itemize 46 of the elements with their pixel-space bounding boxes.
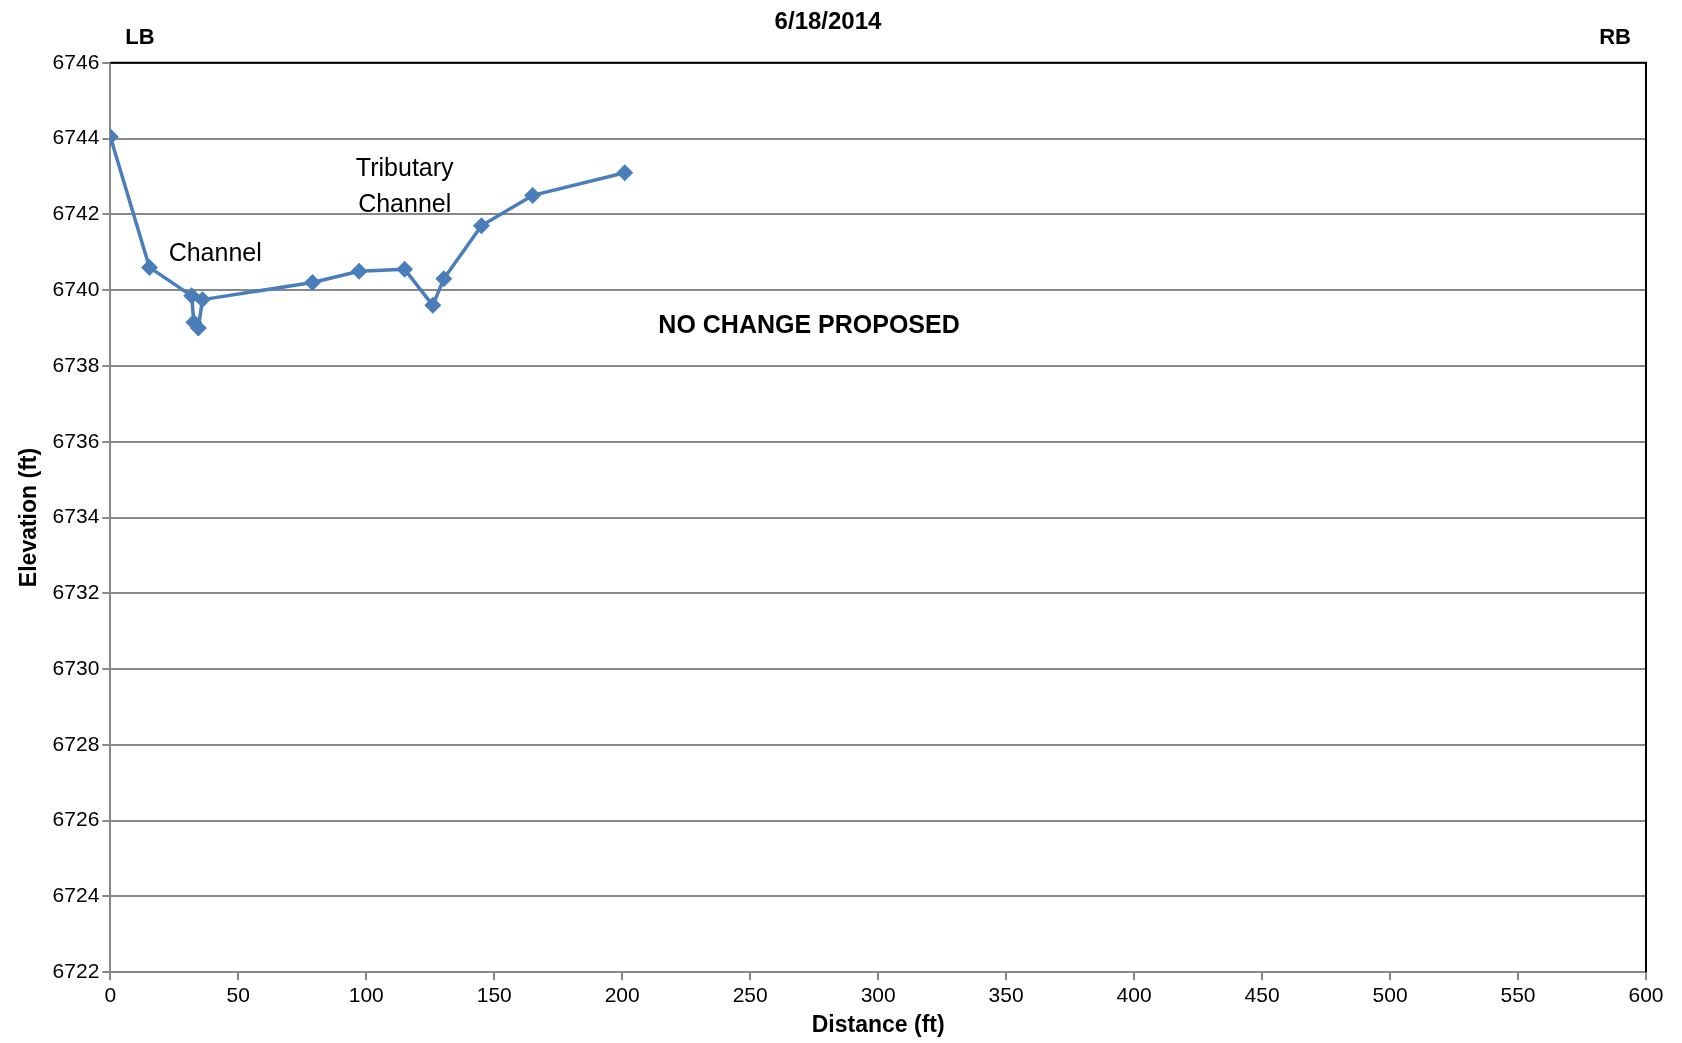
y-tick-label: 6730	[52, 655, 100, 679]
chart-title: 6/18/2014	[774, 7, 883, 35]
y-tick-label: 6740	[52, 276, 100, 300]
point	[436, 271, 452, 287]
point	[141, 259, 158, 276]
y-tick-label: 6744	[52, 125, 100, 149]
x-axis-title: Distance (ft)	[811, 1010, 945, 1037]
x-tick-label: 200	[604, 982, 640, 1006]
y-tick-label: 6736	[52, 428, 100, 452]
point	[304, 274, 321, 291]
point	[617, 164, 633, 181]
annotation: Channel	[168, 237, 262, 266]
point	[183, 288, 200, 304]
point	[425, 297, 441, 314]
x-tick-label: 250	[732, 982, 768, 1006]
annotation: NO CHANGE PROPOSED	[658, 309, 960, 338]
y-tick-label: 6746	[52, 49, 100, 73]
x-tick-label: 150	[476, 982, 512, 1006]
y-tick-label: 6724	[52, 883, 100, 907]
y-tick-label: 6738	[52, 352, 100, 376]
y-tick-label: 6722	[52, 959, 100, 982]
y-tick-label: 6728	[52, 731, 100, 755]
x-tick-label: 600	[1628, 982, 1664, 1006]
x-tick-label: 450	[1244, 982, 1280, 1006]
y-tick-label: 6732	[52, 580, 100, 604]
x-tick-label: 550	[1500, 982, 1536, 1006]
x-tick-label: 0	[104, 982, 117, 1006]
x-tick-label: 400	[1116, 982, 1152, 1006]
point	[524, 187, 541, 204]
point	[396, 261, 413, 278]
y-tick-label: 6742	[52, 201, 100, 225]
x-tick-label: 500	[1372, 982, 1408, 1006]
x-tick-label: 100	[348, 982, 384, 1006]
point	[351, 263, 367, 279]
text: RB	[1599, 23, 1631, 49]
point	[473, 217, 490, 234]
text: LB	[125, 23, 155, 49]
y-tick-label: 6726	[52, 807, 100, 831]
point	[194, 291, 211, 308]
point	[190, 320, 207, 336]
y-tick-label: 6734	[52, 504, 100, 528]
x-tick-label: 300	[860, 982, 896, 1006]
annotation: Tributary Channel	[355, 152, 455, 217]
x-tick-label: 350	[988, 982, 1024, 1006]
x-tick-label: 50	[226, 982, 250, 1006]
y-axis-title: Elevation (ft)	[15, 447, 42, 588]
